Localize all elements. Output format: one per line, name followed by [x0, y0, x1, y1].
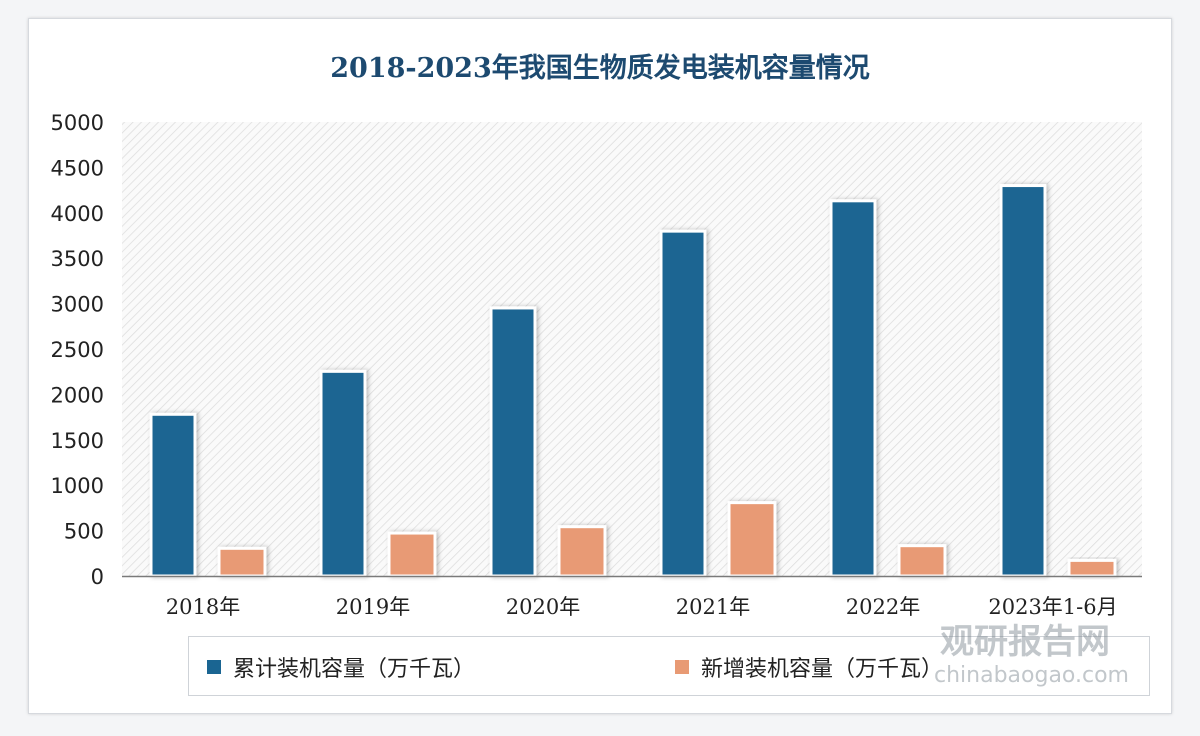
bar-new-1 [387, 531, 437, 578]
y-tick-label: 3000 [51, 293, 104, 317]
legend: 累计装机容量（万千瓦） 新增装机容量（万千瓦） [188, 636, 1150, 696]
bar-cumulative-5 [999, 184, 1047, 578]
x-tick-label: 2023年1-6月 [988, 595, 1117, 619]
x-tick-label: 2021年 [676, 595, 750, 619]
legend-label: 新增装机容量（万千瓦） [701, 657, 944, 682]
watermark-cn: 观研报告网 [940, 622, 1110, 662]
chart-title: 2018-2023年我国生物质发电装机容量情况 [330, 53, 870, 84]
y-tick-label: 5000 [51, 111, 104, 135]
y-tick-label: 4500 [51, 156, 104, 180]
bar-new-5 [1067, 558, 1117, 578]
watermark-en: chinabaogao.com [934, 663, 1129, 688]
bar-new-2 [557, 525, 607, 578]
y-tick-label: 1000 [51, 474, 104, 498]
watermark: 观研报告网 chinabaogao.com [934, 614, 1129, 688]
y-tick-label: 4000 [51, 202, 104, 226]
bar-cumulative-2 [489, 306, 537, 578]
x-tick-label: 2018年 [166, 595, 240, 619]
y-tick-label: 0 [91, 565, 104, 589]
y-tick-label: 2500 [51, 338, 104, 362]
bar-new-0 [217, 546, 267, 578]
y-tick-label: 3500 [51, 247, 104, 271]
y-tick-label: 500 [64, 520, 104, 544]
legend-label: 累计装机容量（万千瓦） [233, 657, 476, 682]
bar-new-3 [727, 501, 777, 578]
bar-cumulative-0 [149, 412, 197, 578]
x-tick-label: 2020年 [506, 595, 580, 619]
legend-item-new: 新增装机容量（万千瓦） [675, 651, 943, 683]
legend-swatch-orange [675, 660, 689, 674]
y-tick-label: 2000 [51, 383, 104, 407]
bar-cumulative-1 [319, 369, 367, 578]
legend-item-cumulative: 累计装机容量（万千瓦） [207, 651, 475, 683]
y-tick-label: 1500 [51, 429, 104, 453]
bar-cumulative-3 [659, 229, 707, 578]
plot-area [122, 122, 1142, 576]
legend-swatch-blue [207, 660, 221, 674]
bar-new-4 [897, 544, 947, 578]
x-tick-label: 2022年 [846, 595, 920, 619]
x-tick-label: 2019年 [336, 595, 410, 619]
bar-cumulative-4 [829, 199, 877, 578]
